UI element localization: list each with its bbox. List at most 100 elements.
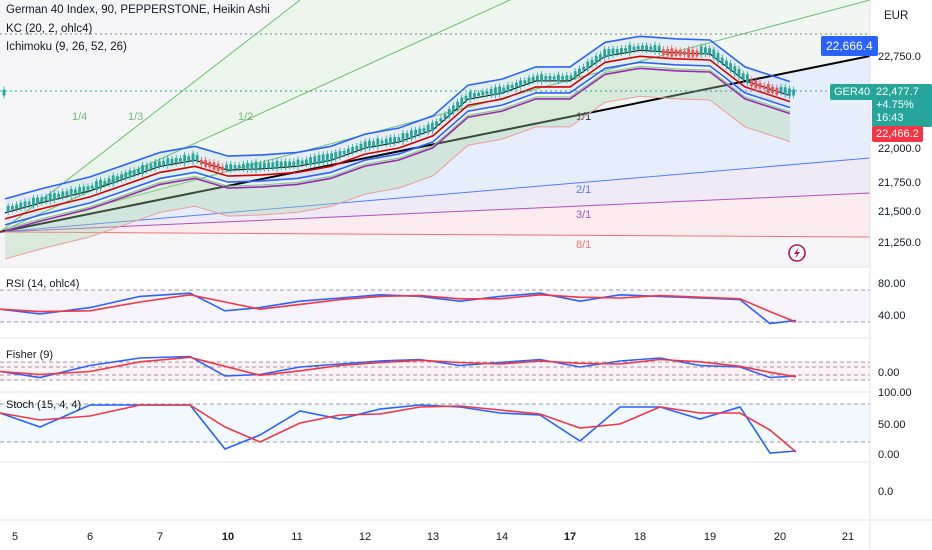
fisher-label[interactable]: Fisher (9) xyxy=(6,349,53,361)
candle-body xyxy=(212,162,216,170)
candle-body xyxy=(443,114,447,119)
time-tick: 17 xyxy=(564,531,576,543)
price-tick: 21,250.0 xyxy=(878,237,921,249)
lightning-icon[interactable] xyxy=(788,244,806,262)
candle-body xyxy=(15,204,18,209)
fan-line xyxy=(0,157,871,233)
candle-body xyxy=(641,45,644,50)
symbol-tag[interactable]: GER40 xyxy=(830,84,875,100)
candle-body xyxy=(435,121,438,126)
candle-body xyxy=(137,168,140,173)
candle-body xyxy=(380,140,384,144)
price-axis[interactable]: 22,750.0 22,000.0 21,750.0 21,500.0 21,2… xyxy=(878,51,921,249)
rsi-tick: 40.00 xyxy=(878,310,906,322)
candle-body xyxy=(737,69,741,78)
stoch-label[interactable]: Stoch (15, 4, 4) xyxy=(6,399,81,411)
price-tick: 22,000.0 xyxy=(878,143,921,155)
candle-body xyxy=(578,68,581,75)
candle-body xyxy=(422,128,426,132)
candle-body xyxy=(464,95,468,101)
candle-body xyxy=(632,46,636,51)
time-axis[interactable]: 5 6 7 10 11 12 13 14 17 18 19 20 21 xyxy=(12,531,854,543)
candle-body xyxy=(426,124,430,133)
candle-body xyxy=(225,164,228,169)
candle-body xyxy=(65,191,69,196)
candle-body xyxy=(506,84,510,91)
fisher-line xyxy=(0,356,797,378)
candle-body xyxy=(317,155,321,164)
candle-body xyxy=(78,187,81,194)
candle-body xyxy=(594,55,598,64)
candle-body xyxy=(99,179,102,189)
fisher-tick: 0.00 xyxy=(878,367,899,379)
candle-body xyxy=(620,48,623,54)
candle-body xyxy=(69,188,73,197)
fan-label: 1/4 xyxy=(72,111,87,123)
candle-body xyxy=(502,87,506,92)
fan-label: 1/2 xyxy=(238,111,253,123)
change-value: +4.75% xyxy=(876,99,914,111)
candle-body xyxy=(473,93,476,98)
kc-lower-line xyxy=(4,61,791,226)
candle-body xyxy=(187,156,191,161)
candle-body xyxy=(309,157,312,165)
candle-body xyxy=(582,66,585,70)
last-price-tag[interactable]: 22,477.7 +4.75% 16:43 xyxy=(872,84,932,127)
candle-body xyxy=(372,141,375,146)
candle-body xyxy=(36,197,39,205)
candle-body xyxy=(678,50,682,56)
candle-body xyxy=(758,82,762,89)
candle-body xyxy=(267,162,270,169)
fisher-bg xyxy=(0,362,870,380)
time-tick: 18 xyxy=(634,531,646,543)
candle-body xyxy=(284,161,287,168)
candle-body xyxy=(729,63,732,71)
candle-body xyxy=(670,48,674,57)
candle-body xyxy=(615,49,619,54)
candle-body xyxy=(767,84,770,93)
ichimoku-legend[interactable]: Ichimoku (9, 26, 52, 26) xyxy=(6,41,127,53)
candle-body xyxy=(393,136,396,143)
kc-band xyxy=(5,36,790,225)
candle-body xyxy=(489,88,493,96)
candle-body xyxy=(111,175,115,185)
candle-body xyxy=(477,92,480,96)
candle-body xyxy=(86,186,90,191)
rsi-label[interactable]: RSI (14, ohlc4) xyxy=(6,278,79,290)
candle-body xyxy=(359,143,363,150)
candle-body xyxy=(27,201,31,205)
kc-legend[interactable]: KC (20, 2, ohlc4) xyxy=(6,23,93,35)
ichimoku-base-line xyxy=(4,55,791,220)
candle-body xyxy=(107,178,111,185)
candle-body xyxy=(179,158,182,162)
price-tick: 21,500.0 xyxy=(878,206,921,218)
candle-body xyxy=(397,137,401,141)
candle-body xyxy=(657,45,661,52)
candle-body xyxy=(552,76,556,80)
candle-body xyxy=(536,75,539,81)
rsi-line xyxy=(0,293,797,323)
candle-body xyxy=(569,75,573,80)
rsi-bg xyxy=(0,290,870,322)
ichimoku-cloud xyxy=(4,65,791,260)
top-price-tag[interactable]: 22,666.4 xyxy=(821,36,878,56)
candle-body xyxy=(82,186,86,193)
fan-line xyxy=(0,231,871,238)
extra-tick: 0.0 xyxy=(878,486,893,498)
fan-zone xyxy=(0,193,870,237)
candle-body xyxy=(242,163,245,170)
candle-body xyxy=(116,176,119,181)
fan-label: 1/3 xyxy=(128,111,143,123)
candle-body xyxy=(599,54,602,60)
candle-body xyxy=(439,118,443,122)
kc-upper-line xyxy=(4,35,791,200)
candle-body xyxy=(162,160,165,165)
low-price-tag[interactable]: 22,466.2 xyxy=(872,126,923,142)
candle-body xyxy=(103,180,107,185)
candle-body xyxy=(237,165,241,169)
currency-label[interactable]: EUR xyxy=(884,10,909,22)
cloud-span-a xyxy=(4,65,791,230)
candle-body xyxy=(275,160,279,169)
chart-title[interactable]: German 40 Index, 90, PEPPERSTONE, Heikin… xyxy=(6,4,270,16)
